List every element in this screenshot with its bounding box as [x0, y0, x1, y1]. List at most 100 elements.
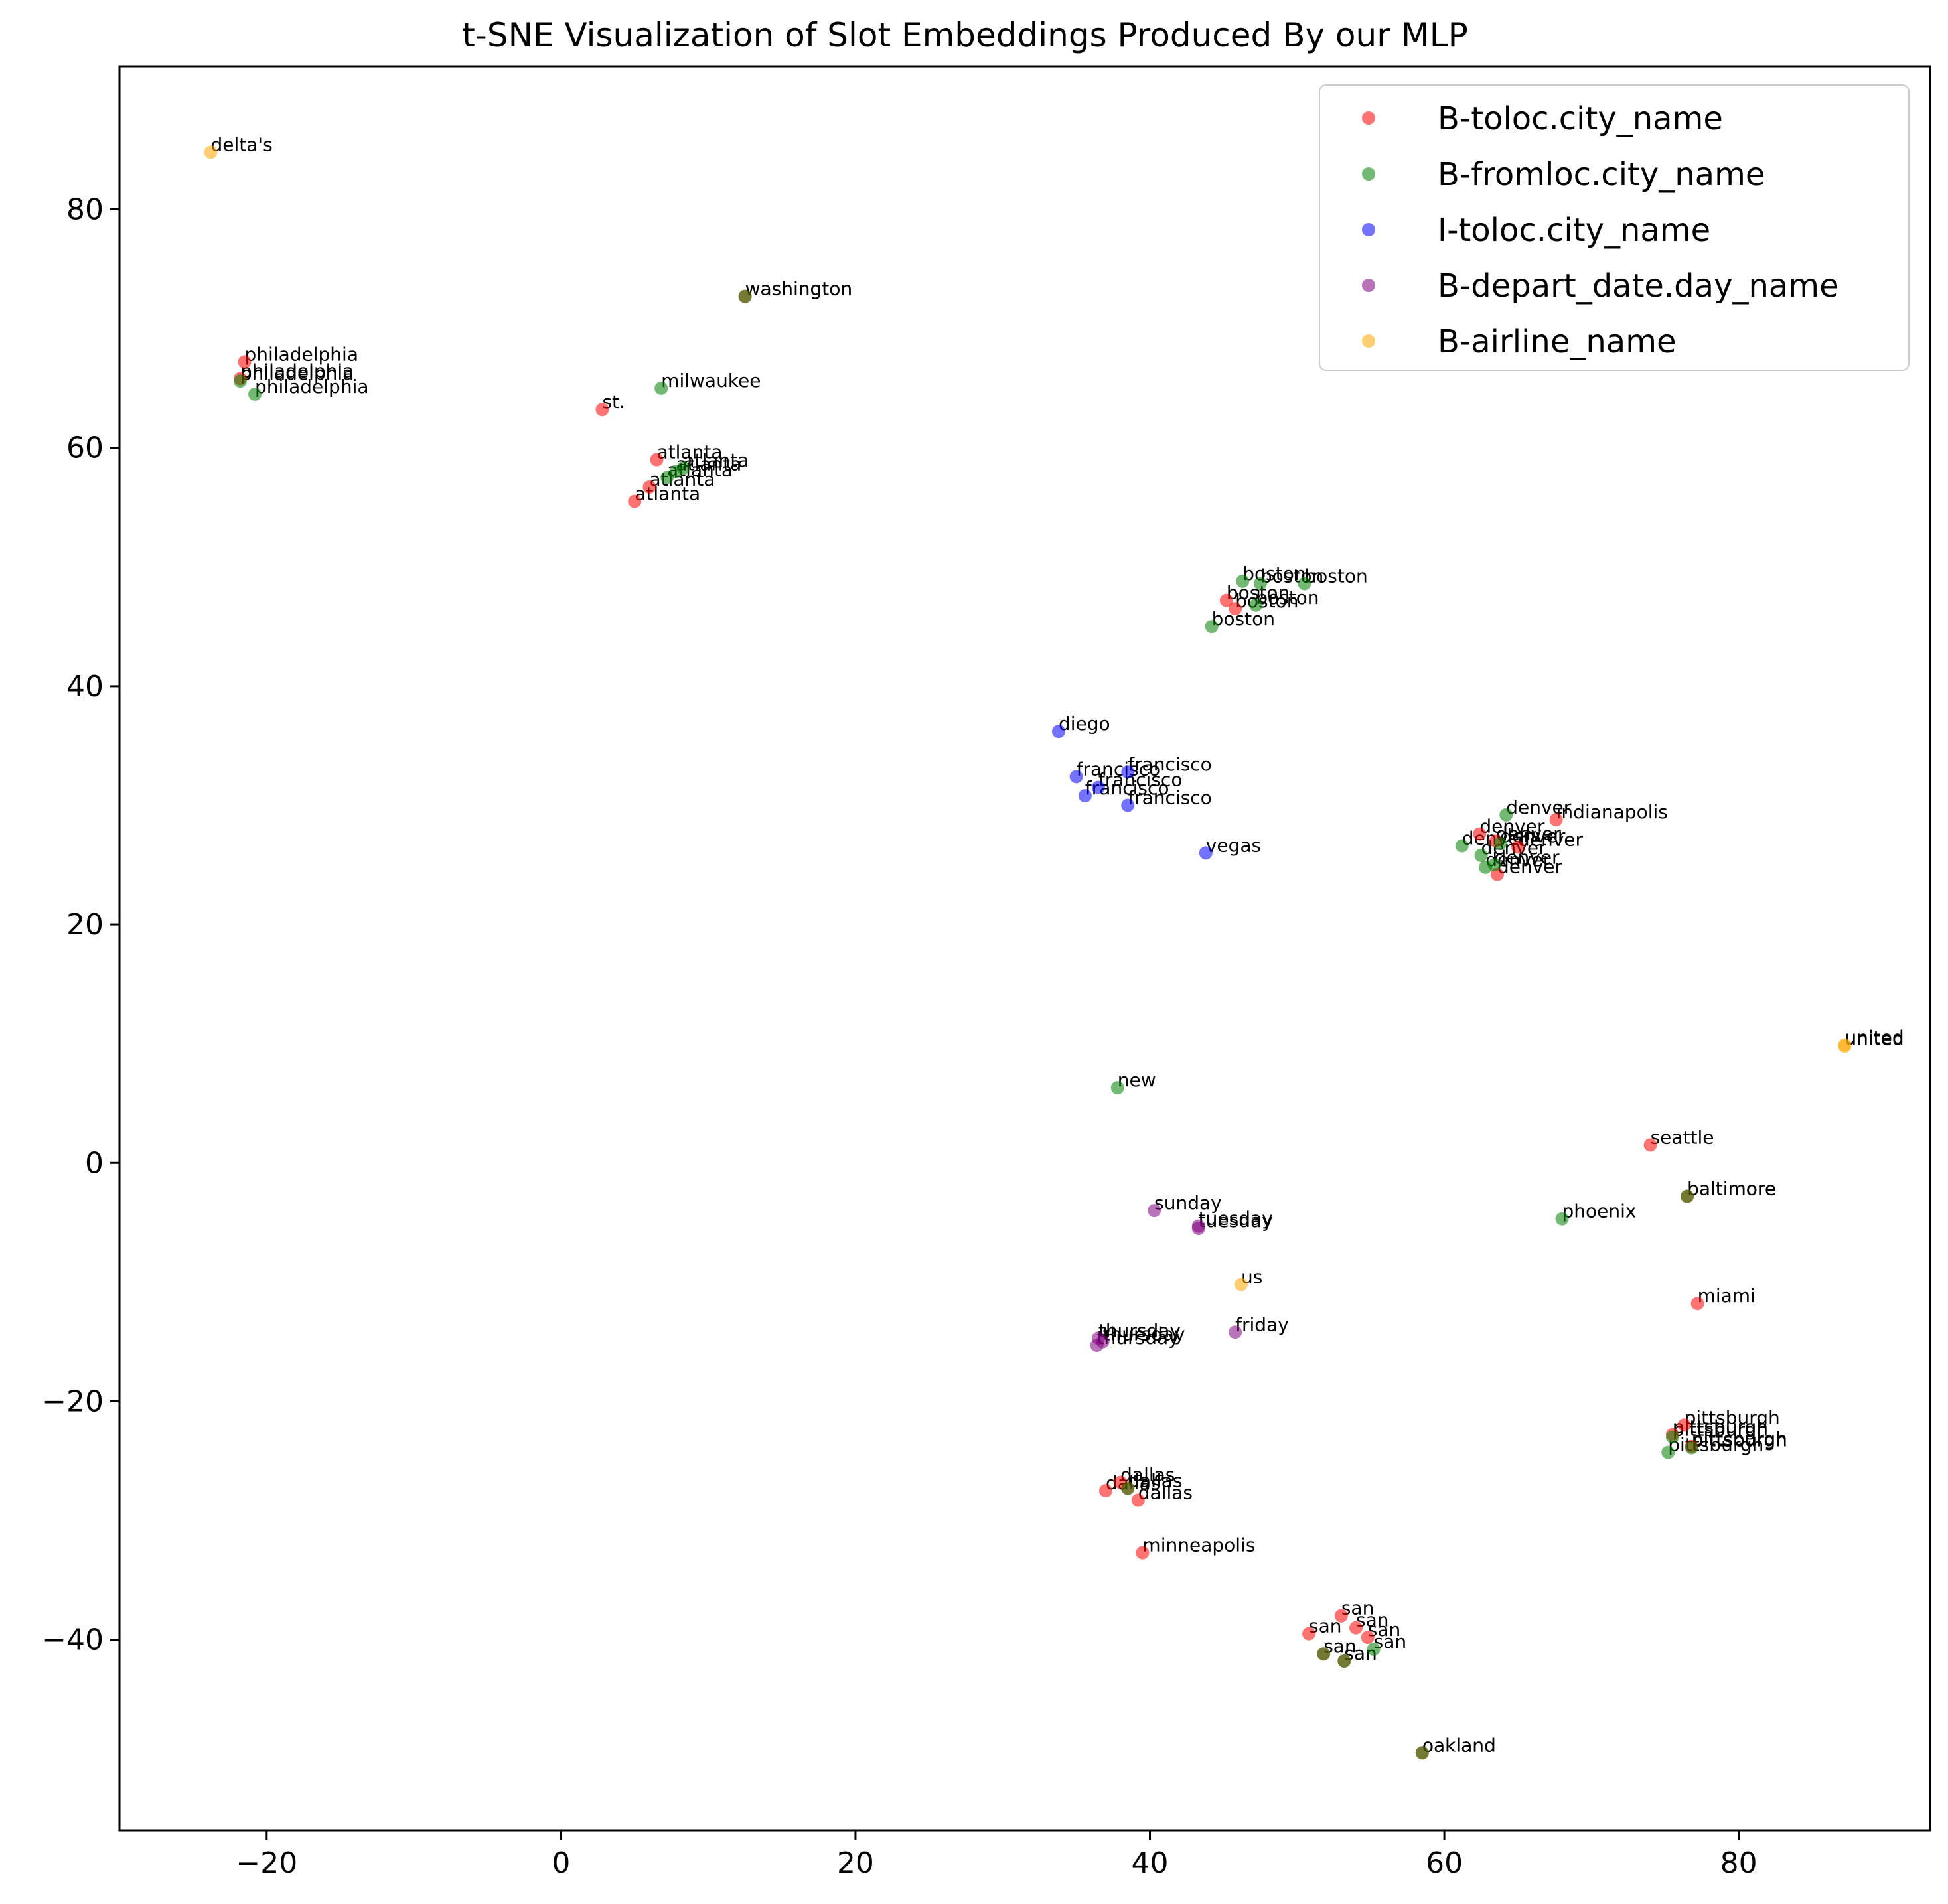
legend-label: B-fromloc.city_name — [1438, 156, 1765, 193]
data-point — [1487, 858, 1501, 872]
point-label: milwaukee — [661, 370, 761, 392]
data-point — [1455, 839, 1469, 853]
point-label: francisco — [1128, 753, 1212, 775]
data-point — [1493, 836, 1507, 850]
point-label: boston — [1242, 563, 1306, 585]
point-label: thursday — [1098, 1319, 1181, 1341]
data-point — [1121, 798, 1135, 812]
series-i-toloc-city-name — [1052, 725, 1213, 860]
point-label: baltimore — [1687, 1178, 1776, 1200]
point-label: united — [1844, 1027, 1904, 1049]
data-point — [1148, 1204, 1161, 1218]
data-point — [1205, 620, 1219, 634]
data-point — [1098, 1484, 1112, 1498]
data-point — [1681, 1189, 1694, 1203]
point-label: thursday — [1097, 1327, 1179, 1349]
point-label: friday — [1235, 1313, 1289, 1335]
point-label: atlanta — [657, 441, 723, 463]
legend-label: I-toloc.city_name — [1438, 212, 1710, 249]
point-label: pittsburgh — [1668, 1434, 1763, 1456]
data-point — [1199, 846, 1213, 860]
data-point — [1677, 1418, 1691, 1432]
data-point — [1549, 813, 1563, 827]
y-tick-label: 20 — [66, 908, 104, 942]
data-point — [248, 387, 262, 401]
point-label: delta's — [211, 133, 273, 155]
series-b-airline-name — [204, 145, 1852, 1291]
y-tick-label: 80 — [66, 193, 104, 227]
data-point — [1229, 602, 1242, 616]
data-point — [1661, 1445, 1675, 1459]
x-tick-label: 20 — [837, 1846, 874, 1880]
x-tick-label: 40 — [1132, 1846, 1169, 1880]
data-point — [595, 403, 609, 417]
legend-marker — [1362, 334, 1375, 348]
y-tick-label: −20 — [42, 1384, 104, 1418]
data-point — [1685, 1441, 1698, 1455]
data-point — [1090, 1339, 1104, 1353]
data-point — [1665, 1430, 1679, 1444]
point-label: oakland — [1422, 1734, 1496, 1756]
data-point — [1191, 1222, 1205, 1236]
legend-marker — [1362, 111, 1375, 125]
data-point — [1474, 848, 1488, 862]
data-point — [1317, 1647, 1331, 1661]
point-label: denver — [1479, 816, 1545, 838]
data-point — [1121, 1481, 1135, 1495]
legend-label: B-toloc.city_name — [1438, 100, 1723, 137]
point-label: phoenix — [1562, 1201, 1637, 1222]
data-point — [1110, 1081, 1124, 1095]
axis-ticks: −20 0 20 40 60 80 −40 −20 0 20 40 60 80 — [42, 193, 1758, 1880]
data-point — [628, 494, 642, 508]
x-tick-label: 60 — [1426, 1846, 1463, 1880]
point-label: dallas — [1138, 1482, 1193, 1504]
point-label: atlanta — [683, 449, 749, 471]
legend-box — [1319, 84, 1910, 371]
data-point — [1069, 770, 1083, 784]
point-label: seattle — [1651, 1126, 1714, 1148]
point-label: sunday — [1154, 1192, 1222, 1214]
point-label: pittsburgh — [1692, 1428, 1787, 1450]
x-tick-label: −20 — [236, 1846, 297, 1880]
data-point — [1121, 765, 1135, 779]
data-point — [1555, 1212, 1569, 1226]
data-point — [1367, 1643, 1381, 1656]
data-point — [1337, 1654, 1351, 1668]
legend-marker — [1362, 167, 1375, 181]
data-point — [1298, 577, 1311, 591]
point-label: pittsburgh — [1692, 1429, 1787, 1451]
data-point — [1236, 574, 1250, 588]
point-label: washington — [745, 278, 853, 300]
point-label: minneapolis — [1142, 1534, 1255, 1556]
data-points — [204, 145, 1852, 1760]
point-label: francisco — [1098, 769, 1183, 791]
data-point — [1643, 1138, 1657, 1152]
point-label: boston — [1260, 565, 1323, 587]
point-label: francisco — [1077, 758, 1161, 780]
point-label: vegas — [1206, 834, 1261, 856]
data-point — [204, 145, 218, 159]
point-label: oakland — [1422, 1734, 1496, 1756]
point-label: thursday — [1103, 1323, 1185, 1345]
data-point — [1253, 577, 1267, 591]
point-label: boston — [1256, 587, 1319, 609]
data-point — [1334, 1609, 1348, 1623]
legend-label: B-airline_name — [1438, 323, 1676, 360]
point-label: tuesday — [1199, 1207, 1273, 1229]
data-point — [738, 289, 752, 303]
point-label: philadelphia — [245, 343, 358, 365]
point-label: denver — [1500, 825, 1566, 847]
point-label: philadelphia — [255, 376, 368, 398]
legend-marker — [1362, 223, 1375, 236]
point-label: denver — [1497, 856, 1563, 878]
point-label: francisco — [1128, 786, 1212, 808]
point-label: denver — [1495, 846, 1560, 868]
plot-frame — [118, 65, 1931, 1832]
point-label: philadelphia — [240, 360, 354, 382]
data-point — [1091, 780, 1105, 794]
point-label: philadelphia — [240, 362, 354, 384]
data-point — [676, 461, 690, 475]
data-point — [1136, 1546, 1150, 1560]
data-point — [642, 480, 656, 494]
